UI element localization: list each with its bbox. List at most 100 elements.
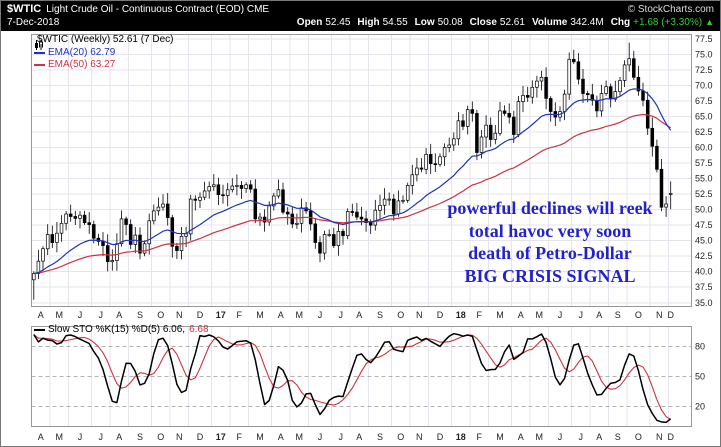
- svg-text:M: M: [535, 310, 543, 320]
- svg-text:S: S: [377, 432, 383, 442]
- svg-text:75.0: 75.0: [695, 49, 713, 59]
- svg-text:N: N: [416, 432, 423, 442]
- main-legend-row: $WTIC (Weekly) 52.61 (7 Dec): [34, 34, 174, 47]
- svg-text:M: M: [496, 432, 504, 442]
- svg-text:18: 18: [456, 310, 466, 320]
- svg-text:J: J: [558, 432, 563, 442]
- svg-text:S: S: [377, 310, 383, 320]
- svg-text:M: M: [295, 310, 303, 320]
- stochastic-chart: 805020AMJJASOND17FMAMJJASOND18FMAMJJASON…: [1, 321, 721, 447]
- lower-legend: Slow STO %K(15) %D(5) 6.06, 6.68: [34, 324, 209, 336]
- svg-text:O: O: [157, 432, 164, 442]
- svg-text:J: J: [318, 310, 323, 320]
- svg-text:17: 17: [216, 432, 226, 442]
- svg-text:J: J: [558, 310, 563, 320]
- svg-text:J: J: [318, 432, 323, 442]
- svg-text:A: A: [116, 310, 122, 320]
- svg-text:A: A: [116, 432, 122, 442]
- svg-text:A: A: [278, 432, 284, 442]
- annotation-line: powerful declines will reek: [399, 197, 701, 220]
- ema50-legend: EMA(50) 63.27: [34, 59, 174, 72]
- svg-text:S: S: [137, 310, 143, 320]
- title-row: $WTIC Light Crude Oil - Continuous Contr…: [7, 3, 714, 16]
- quote-open-value: 52.45: [325, 16, 350, 29]
- sto-k-legend: Slow STO %K(15) %D(5) 6.06,: [48, 324, 185, 336]
- sto-d-value: 6.68: [189, 324, 208, 336]
- svg-text:80: 80: [695, 342, 705, 352]
- quote-row: 7-Dec-2018 Open52.45 High54.55 Low50.08 …: [7, 16, 714, 29]
- svg-text:70.0: 70.0: [695, 80, 713, 90]
- svg-text:D: D: [197, 432, 204, 442]
- svg-text:O: O: [397, 310, 404, 320]
- svg-text:N: N: [656, 310, 663, 320]
- stockcharts-page: $WTIC Light Crude Oil - Continuous Contr…: [0, 0, 721, 447]
- main-legend: $WTIC (Weekly) 52.61 (7 Dec) EMA(20) 62.…: [34, 34, 174, 72]
- svg-text:O: O: [157, 310, 164, 320]
- annotation-text: powerful declines will reek total havoc …: [399, 197, 701, 287]
- ema20-swatch: [34, 52, 45, 54]
- ema50-swatch: [34, 64, 45, 66]
- stockcharts-credit[interactable]: © StockCharts.com: [628, 3, 714, 16]
- svg-text:57.5: 57.5: [695, 158, 713, 168]
- svg-text:J: J: [338, 432, 343, 442]
- chart-date: 7-Dec-2018: [7, 16, 59, 29]
- quote-high-label: High: [357, 16, 379, 29]
- quote-chg-label: Chg: [611, 16, 630, 29]
- svg-text:A: A: [596, 310, 602, 320]
- quote-volume-value: 342.4M: [570, 16, 603, 29]
- svg-text:M: M: [535, 432, 543, 442]
- quote-open-label: Open: [297, 16, 323, 29]
- svg-text:S: S: [137, 432, 143, 442]
- annotation-line: BIG CRISIS SIGNAL: [399, 265, 701, 288]
- instrument-name: Light Crude Oil - Continuous Contract (E…: [46, 3, 269, 16]
- svg-text:A: A: [38, 310, 44, 320]
- quote-low-label: Low: [415, 16, 435, 29]
- svg-text:18: 18: [456, 432, 466, 442]
- svg-text:J: J: [578, 432, 583, 442]
- sto-k-swatch: [34, 329, 45, 331]
- svg-text:M: M: [55, 432, 63, 442]
- svg-text:60.0: 60.0: [695, 143, 713, 153]
- quote-values: Open52.45 High54.55 Low50.08 Close52.61 …: [290, 16, 714, 29]
- quote-close-label: Close: [470, 16, 497, 29]
- quote-low-value: 50.08: [438, 16, 463, 29]
- svg-text:F: F: [236, 310, 242, 320]
- svg-text:D: D: [667, 432, 674, 442]
- quote-volume-label: Volume: [532, 16, 567, 29]
- svg-text:A: A: [38, 432, 44, 442]
- svg-text:F: F: [476, 310, 482, 320]
- svg-text:62.5: 62.5: [695, 127, 713, 137]
- svg-text:20: 20: [695, 402, 705, 412]
- svg-text:J: J: [78, 310, 83, 320]
- svg-text:17: 17: [216, 310, 226, 320]
- svg-text:A: A: [596, 432, 602, 442]
- chart-header: $WTIC Light Crude Oil - Continuous Contr…: [1, 1, 720, 31]
- svg-text:77.5: 77.5: [695, 34, 713, 44]
- svg-text:N: N: [656, 432, 663, 442]
- svg-text:F: F: [236, 432, 242, 442]
- svg-text:55.0: 55.0: [695, 174, 713, 184]
- svg-text:M: M: [256, 310, 264, 320]
- main-legend-title: $WTIC (Weekly) 52.61 (7 Dec): [37, 34, 174, 47]
- svg-text:D: D: [437, 310, 444, 320]
- ema20-legend: EMA(20) 62.79: [34, 47, 174, 60]
- annotation-line: total havoc very soon: [399, 220, 701, 243]
- svg-text:O: O: [397, 432, 404, 442]
- svg-text:M: M: [55, 310, 63, 320]
- svg-text:M: M: [295, 432, 303, 442]
- svg-text:J: J: [98, 310, 103, 320]
- svg-text:N: N: [176, 432, 183, 442]
- svg-text:67.5: 67.5: [695, 96, 713, 106]
- ema20-label: EMA(20) 62.79: [48, 47, 115, 60]
- annotation-line: death of Petro-Dollar: [399, 242, 701, 265]
- svg-text:50: 50: [695, 372, 705, 382]
- svg-text:M: M: [496, 310, 504, 320]
- svg-text:72.5: 72.5: [695, 65, 713, 75]
- svg-text:J: J: [578, 310, 583, 320]
- svg-text:J: J: [78, 432, 83, 442]
- svg-text:35.0: 35.0: [695, 298, 713, 308]
- svg-text:N: N: [176, 310, 183, 320]
- up-arrow-icon: ▲: [705, 16, 714, 29]
- svg-text:D: D: [197, 310, 204, 320]
- svg-text:A: A: [518, 432, 524, 442]
